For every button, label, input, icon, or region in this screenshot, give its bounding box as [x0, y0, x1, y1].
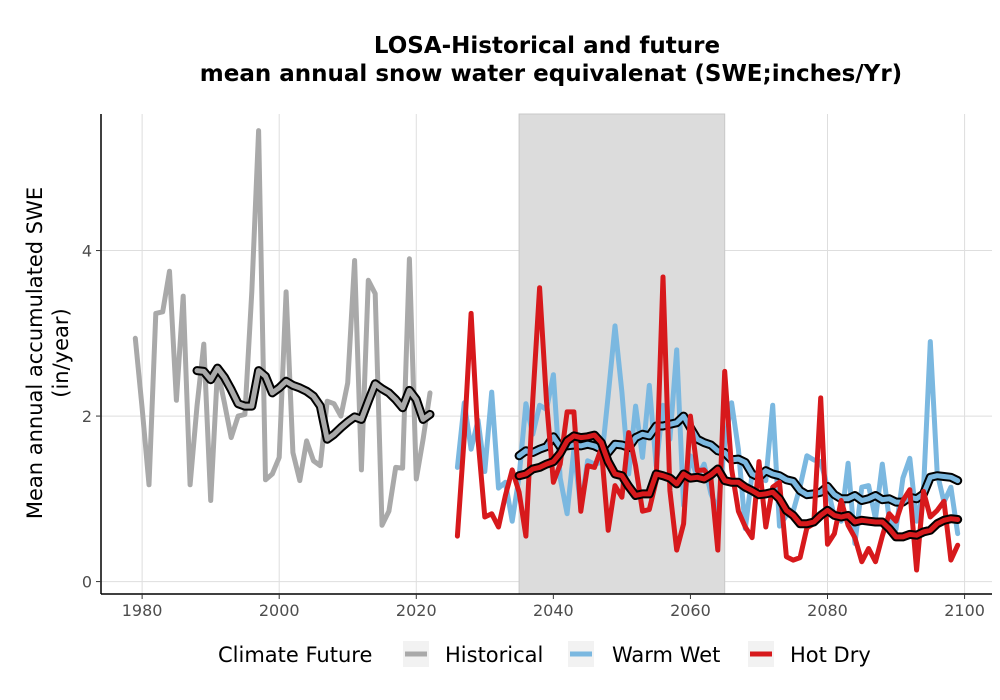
legend-title: Climate Future: [218, 643, 372, 667]
axes: [96, 114, 992, 599]
historical-series-line: [132, 128, 433, 528]
warm-wet-smoothed-line: [516, 413, 961, 505]
hot-dry-smoothed-line: [516, 432, 961, 540]
y-tick-labels: 0 2 4: [82, 242, 92, 592]
x-tick-label: 2100: [944, 601, 985, 620]
x-tick-label: 2040: [533, 601, 574, 620]
x-tick-label: 2020: [396, 601, 437, 620]
y-tick-label: 4: [82, 242, 92, 261]
legend-label-warm-wet: Warm Wet: [612, 643, 720, 667]
x-tick-label: 2080: [807, 601, 848, 620]
x-tick-label: 2060: [670, 601, 711, 620]
y-axis-title-line2: (in/year): [49, 308, 73, 397]
legend-label-hot-dry: Hot Dry: [790, 643, 871, 667]
historical-smoothed-line: [194, 365, 433, 442]
shaded-period: [518, 113, 726, 595]
y-tick-label: 0: [82, 573, 92, 592]
x-tick-label: 1980: [122, 601, 163, 620]
series-layer: [132, 128, 963, 573]
x-tick-label: 2000: [259, 601, 300, 620]
y-tick-label: 2: [82, 407, 92, 426]
x-tick-labels: 1980 2000 2020 2040 2060 2080 2100: [122, 601, 985, 620]
legend: Climate Future Historical Warm Wet Hot Dry: [218, 641, 871, 667]
chart-subtitle: mean annual snow water equivalenat (SWE;…: [200, 61, 902, 87]
legend-label-historical: Historical: [445, 643, 543, 667]
chart-title: LOSA-Historical and future: [374, 33, 720, 59]
y-axis-title-line1: Mean annual accumulated SWE: [23, 187, 47, 519]
